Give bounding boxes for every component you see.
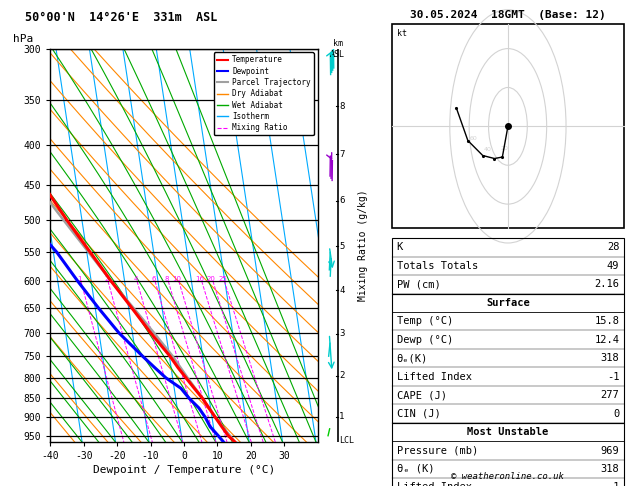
Text: 5: 5 [339,242,345,251]
Text: 12.4: 12.4 [594,335,620,345]
Text: 16: 16 [196,276,204,282]
Bar [392,238,624,294]
Text: 20: 20 [500,146,508,151]
Bar [392,294,624,423]
Text: -1: -1 [607,372,620,382]
Text: 49: 49 [607,261,620,271]
Text: 3: 3 [339,329,345,338]
Text: 2: 2 [104,276,109,282]
Text: 6: 6 [151,276,156,282]
Text: Lifted Index: Lifted Index [396,372,472,382]
Text: -1: -1 [607,483,620,486]
Text: 20: 20 [207,276,216,282]
Text: 4: 4 [133,276,138,282]
Text: Lifted Index: Lifted Index [396,483,472,486]
Text: 60: 60 [470,136,477,141]
Bar [392,423,624,486]
Text: K: K [396,243,403,252]
Legend: Temperature, Dewpoint, Parcel Trajectory, Dry Adiabat, Wet Adiabat, Isotherm, Mi: Temperature, Dewpoint, Parcel Trajectory… [214,52,314,135]
Text: CIN (J): CIN (J) [396,409,440,418]
Text: 1: 1 [339,413,345,421]
Text: Totals Totals: Totals Totals [396,261,478,271]
Text: CAPE (J): CAPE (J) [396,390,447,400]
Text: 15.8: 15.8 [594,316,620,326]
Text: Surface: Surface [486,298,530,308]
Text: Most Unstable: Most Unstable [467,427,548,437]
Text: km
ASL: km ASL [330,39,345,59]
Text: 40: 40 [484,147,492,152]
Text: 2: 2 [339,371,345,381]
Text: 4: 4 [339,286,345,295]
Text: © weatheronline.co.uk: © weatheronline.co.uk [452,472,564,481]
Text: Pressure (mb): Pressure (mb) [396,446,478,455]
Text: 2.16: 2.16 [594,279,620,289]
Text: 277: 277 [601,390,620,400]
Text: Mixing Ratio (g/kg): Mixing Ratio (g/kg) [359,190,368,301]
Text: 25: 25 [218,276,227,282]
Text: θₑ (K): θₑ (K) [396,464,434,474]
Text: 6: 6 [339,196,345,205]
Text: 0: 0 [613,409,620,418]
Text: 50°00'N  14°26'E  331m  ASL: 50°00'N 14°26'E 331m ASL [25,11,218,24]
Text: Dewp (°C): Dewp (°C) [396,335,453,345]
Text: 1: 1 [77,276,82,282]
Text: kt: kt [396,29,406,38]
Text: 28: 28 [607,243,620,252]
Text: PW (cm): PW (cm) [396,279,440,289]
Text: 318: 318 [601,353,620,363]
Text: θₑ(K): θₑ(K) [396,353,428,363]
Bar [392,24,624,228]
Text: 8: 8 [164,276,169,282]
Text: 7: 7 [339,150,345,158]
X-axis label: Dewpoint / Temperature (°C): Dewpoint / Temperature (°C) [93,466,275,475]
Text: Temp (°C): Temp (°C) [396,316,453,326]
Text: 8: 8 [339,102,345,111]
Text: 969: 969 [601,446,620,455]
Text: hPa: hPa [13,34,33,44]
Text: LCL: LCL [339,436,354,445]
Text: 10: 10 [173,276,182,282]
Text: 318: 318 [601,464,620,474]
Text: 30.05.2024  18GMT  (Base: 12): 30.05.2024 18GMT (Base: 12) [410,10,606,20]
